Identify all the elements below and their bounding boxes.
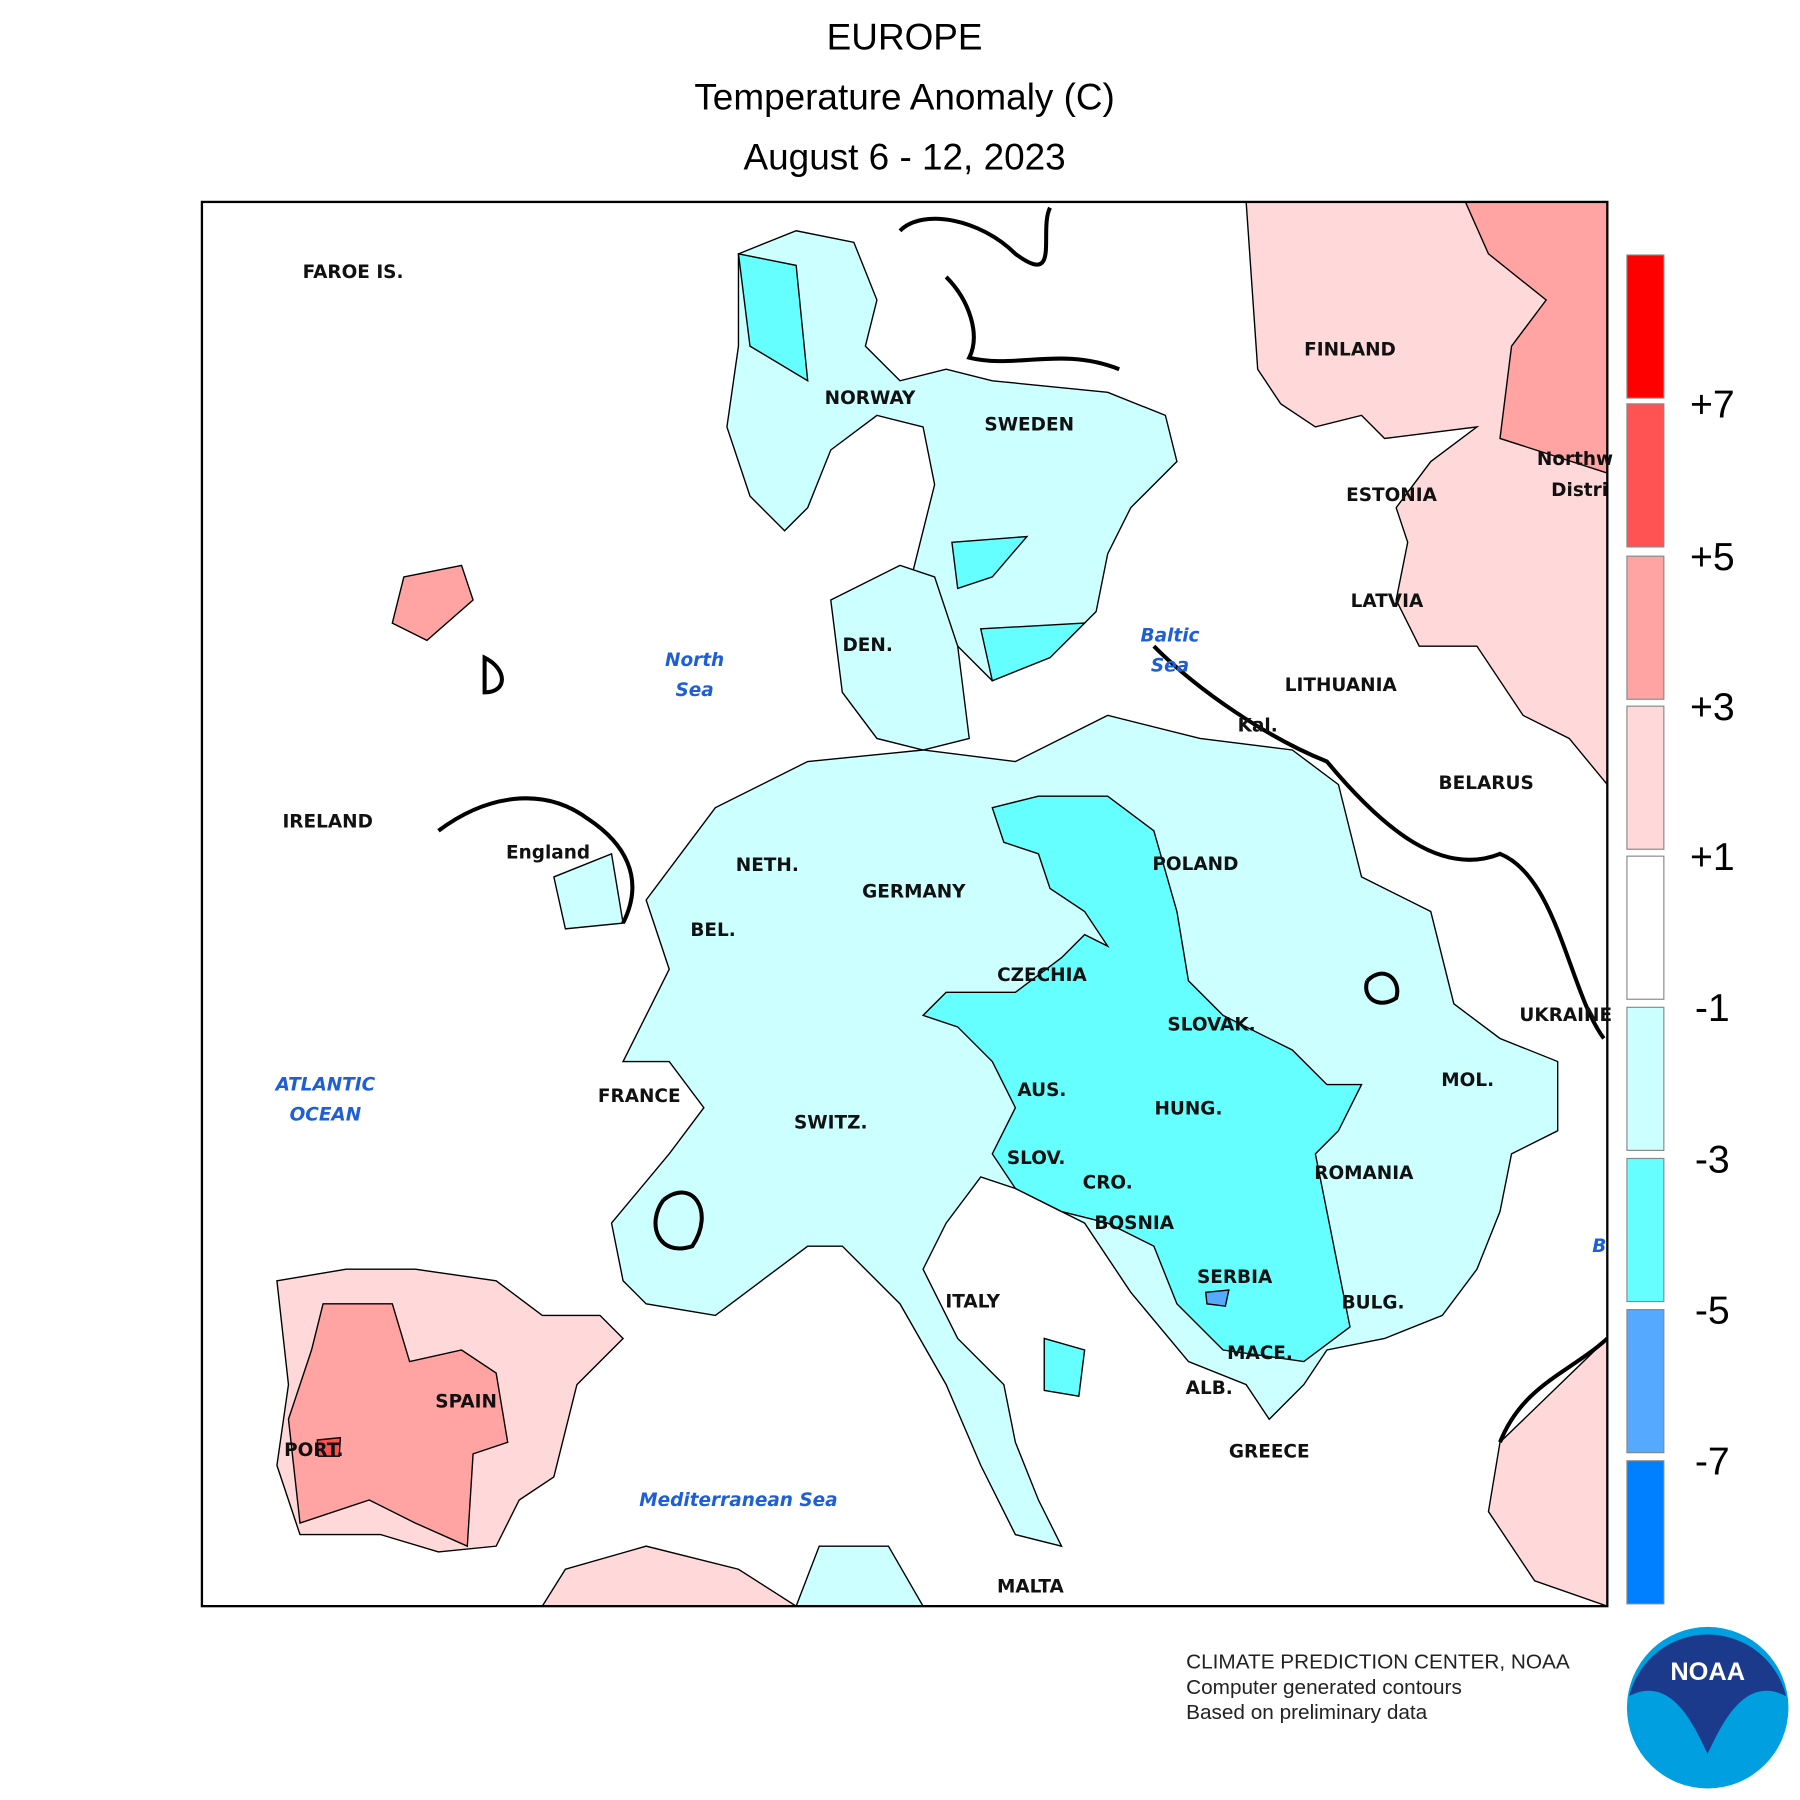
map-label: NORWAY [825,388,916,409]
map-label: BULG. [1342,1292,1405,1313]
map-label: SLOV. [1007,1148,1066,1169]
legend-label: +7 [1690,383,1735,427]
map-label: GERMANY [862,882,966,903]
map-label: FRANCE [598,1086,681,1107]
map-label: AUS. [1017,1080,1066,1101]
legend-swatch [1626,254,1665,399]
map-label: MALTA [997,1576,1065,1597]
map-label: Sea [1151,656,1189,677]
map-label: FINLAND [1304,339,1396,360]
map-label: Sea [675,680,713,701]
map-frame [200,200,1609,1608]
legend-label: -1 [1695,986,1730,1030]
map [201,201,1608,1607]
legend-label: +5 [1690,535,1735,579]
logo-text: NOAA [1670,1658,1745,1686]
legend-label: -7 [1695,1440,1730,1484]
legend-label: -3 [1695,1137,1730,1181]
map-label: Distri [1551,480,1608,501]
legend-swatch [1626,1309,1665,1454]
map-label: BOSNIA [1094,1213,1174,1234]
legend-swatch [1626,855,1665,1000]
footer-line: Based on preliminary data [1186,1701,1428,1724]
map-label: Mediterranean Sea [639,1490,837,1511]
map-label: SERBIA [1197,1267,1273,1288]
map-label: ESTONIA [1346,485,1437,506]
map-label: PORT. [284,1440,343,1461]
map-label: IRELAND [282,811,372,832]
map-label: SPAIN [435,1392,497,1413]
map-label: HUNG. [1154,1099,1222,1120]
footer-line: CLIMATE PREDICTION CENTER, NOAA [1186,1650,1570,1673]
legend-swatch [1626,1157,1665,1303]
map-label: ALB. [1186,1378,1233,1399]
map-label: BELARUS [1439,773,1534,794]
map-label: Baltic [1141,626,1200,647]
map-label: LITHUANIA [1285,675,1398,696]
map-label: OCEAN [290,1104,362,1125]
map-label: MACE. [1227,1343,1293,1364]
map-label: DEN. [842,635,892,656]
map-label: B [1592,1236,1606,1257]
map-label: ATLANTIC [274,1074,376,1095]
map-label: SWITZ. [794,1112,868,1133]
map-label: Northw [1537,449,1613,470]
legend-label: +3 [1690,685,1735,729]
legend-swatch [1626,403,1665,548]
legend-label: +1 [1690,835,1735,879]
map-label: SLOVAK. [1167,1014,1255,1035]
map-label: BEL. [690,920,735,941]
map-label: POLAND [1152,854,1238,875]
map-label: CRO. [1083,1172,1133,1193]
map-label: CZECHIA [997,965,1087,986]
title: EUROPE [827,17,983,58]
map-label: MOL. [1441,1070,1494,1091]
legend-swatch [1626,1006,1665,1151]
map-label: Kal. [1238,716,1278,737]
legend-swatch [1626,555,1665,700]
map-label: LATVIA [1351,591,1424,612]
footer-line: Computer generated contours [1186,1676,1462,1699]
map-label: NETH. [736,855,799,876]
date: August 6 - 12, 2023 [744,137,1066,178]
legend-swatch [1626,1460,1665,1605]
logo-top [1629,1634,1787,1754]
map-label: UKRAINE [1519,1005,1612,1026]
map-label: North [665,650,724,671]
legend-swatch [1626,705,1665,850]
legend-label: -5 [1695,1288,1730,1332]
map-label: England [506,842,590,863]
map-label: ITALY [945,1291,1000,1312]
map-label: FAROE IS. [303,262,404,283]
subtitle: Temperature Anomaly (C) [694,77,1114,118]
map-label: SWEDEN [984,414,1074,435]
map-label: GREECE [1229,1441,1310,1462]
map-label: ROMANIA [1314,1163,1414,1184]
